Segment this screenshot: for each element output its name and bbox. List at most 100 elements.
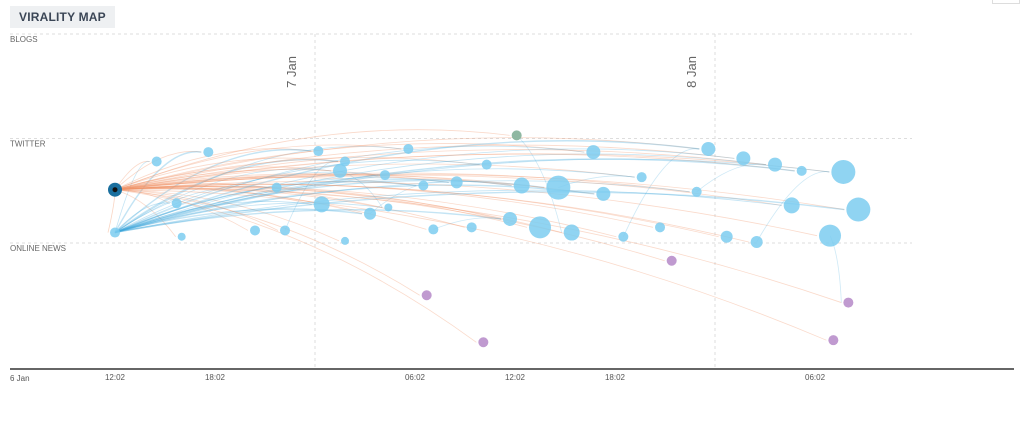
post-node (503, 211, 518, 226)
spread-edge (114, 143, 585, 191)
spread-edge (114, 183, 654, 228)
post-node (636, 172, 647, 183)
spread-edge (114, 188, 842, 303)
post-node (203, 147, 214, 158)
post-node (546, 175, 571, 200)
post-node (450, 176, 463, 189)
post-node (250, 225, 261, 236)
spread-edge (114, 188, 427, 230)
spread-edge (114, 189, 340, 242)
spread-edge (114, 148, 312, 191)
spread-edge (114, 202, 170, 233)
post-node (421, 290, 432, 301)
post-node (403, 143, 414, 154)
spread-edge (114, 201, 312, 233)
lane-label: TWITTER (10, 140, 46, 149)
spread-edge (114, 168, 635, 233)
spread-edge (114, 173, 845, 210)
spread-edge (114, 209, 502, 234)
spread-edge (114, 137, 700, 191)
post-node (768, 157, 783, 172)
post-node (796, 165, 807, 176)
spread-edge (114, 157, 339, 191)
spread-edge (114, 168, 332, 233)
post-node (586, 145, 601, 160)
spread-edge (114, 144, 735, 191)
post-node (618, 231, 629, 242)
spread-edge (114, 189, 420, 296)
post-node (177, 232, 186, 241)
post-node (513, 177, 530, 194)
spread-edge (114, 153, 767, 233)
post-node (171, 198, 182, 209)
corner-control[interactable] (992, 0, 1020, 4)
source-node-core (112, 187, 118, 193)
post-node (819, 224, 842, 247)
x-start-label: 6 Jan (10, 374, 30, 383)
spread-edge (369, 181, 449, 215)
post-node (655, 222, 666, 233)
post-node (736, 151, 751, 166)
spread-edge (114, 187, 312, 205)
spread-edge (114, 153, 830, 191)
spread-edge (756, 171, 830, 243)
x-tick-label: 12:02 (505, 373, 526, 382)
lane-label: ONLINE NEWS (10, 244, 66, 253)
post-node (511, 130, 522, 141)
spread-edge (114, 189, 279, 231)
spread-edge (114, 161, 150, 233)
spread-edge (114, 189, 477, 343)
post-node (750, 235, 763, 248)
post-node (466, 222, 477, 233)
post-node (313, 196, 330, 213)
spread-edge (114, 185, 270, 233)
post-node (151, 156, 162, 167)
post-node (313, 146, 324, 157)
spread-edge (114, 177, 449, 233)
post-node (428, 224, 439, 235)
spread-edge (114, 166, 332, 191)
post-node (783, 197, 800, 214)
spread-edge (114, 144, 402, 191)
spread-edge (114, 148, 735, 233)
spread-edge (114, 186, 383, 208)
post-node (341, 236, 350, 245)
lane-label: BLOGS (10, 35, 38, 44)
post-node (110, 227, 121, 238)
post-node (666, 255, 677, 266)
spread-edge (114, 185, 502, 220)
spread-edge (114, 187, 665, 262)
post-node (843, 297, 854, 308)
post-node (563, 224, 580, 241)
spread-edge (114, 174, 782, 206)
post-node (333, 163, 348, 178)
spread-edge (284, 161, 339, 231)
post-node (701, 141, 716, 156)
post-node (280, 225, 291, 236)
post-node (418, 180, 429, 191)
chart-title: VIRALITY MAP (10, 6, 115, 28)
post-node (340, 156, 351, 167)
spread-edge (114, 145, 402, 233)
post-node (364, 207, 377, 220)
spread-edge (114, 180, 417, 234)
spread-edge (114, 182, 270, 191)
spread-edge (114, 158, 339, 234)
spread-edge (114, 129, 510, 191)
spread-edge (114, 179, 545, 234)
spread-edge (114, 159, 480, 233)
spread-edge (114, 172, 690, 193)
spread-edge (114, 191, 845, 234)
spread-edge (114, 183, 719, 238)
post-node (529, 216, 552, 239)
spread-edge (114, 173, 449, 191)
post-node (846, 197, 871, 222)
spread-edge (114, 163, 635, 191)
spread-edge (433, 217, 502, 230)
spread-edge (114, 186, 562, 233)
spread-edge (114, 158, 795, 234)
spread-edge (114, 187, 363, 215)
spread-edge (114, 158, 830, 233)
x-tick-label: 18:02 (605, 373, 626, 382)
